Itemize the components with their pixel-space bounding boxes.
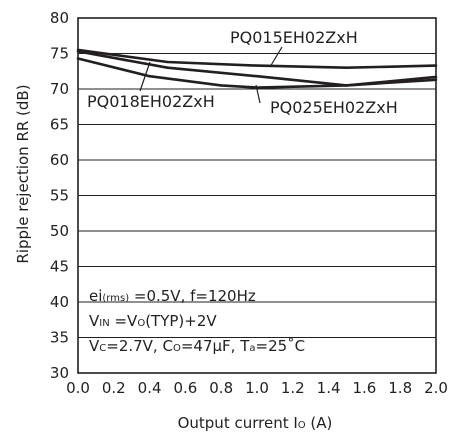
x-tick-label: 0.4 xyxy=(138,379,162,397)
series-line-pq018eh02zxh xyxy=(76,57,438,89)
x-tick-label: 2.0 xyxy=(424,379,448,397)
x-tick-label: 1.6 xyxy=(352,379,376,397)
y-tick-label: 55 xyxy=(50,187,69,205)
x-tick-label: 1.0 xyxy=(245,379,269,397)
x-tick-label: 1.4 xyxy=(317,379,341,397)
series-line-pq015eh02zxh xyxy=(76,48,438,69)
y-tick-label: 40 xyxy=(50,293,69,311)
series-label-pq025: PQ025EH02ZxH xyxy=(255,84,426,117)
x-tick-label: 0.2 xyxy=(102,379,126,397)
y-tick-label: 65 xyxy=(50,116,69,134)
y-tick-label: 50 xyxy=(50,222,69,240)
series-label-pq015: PQ015EH02ZxH xyxy=(228,27,380,68)
x-tick-labels: 0.0 0.2 0.4 0.6 0.8 1.0 1.2 1.4 1.6 1.8 2.0 xyxy=(66,379,448,397)
series-label-pq015-text: PQ015EH02ZxH xyxy=(230,28,358,47)
y-tick-labels: 30 35 40 45 50 55 60 65 70 75 80 xyxy=(50,9,69,382)
x-tick-label: 0.8 xyxy=(209,379,233,397)
x-tick-label: 1.2 xyxy=(281,379,305,397)
leader-line-pq018 xyxy=(139,61,151,92)
plot-frame xyxy=(77,17,437,374)
condition-line-2: VIN =VO(TYP)+2V xyxy=(89,312,217,330)
series-label-pq018: PQ018EH02ZxH xyxy=(85,61,237,111)
series-lines xyxy=(76,48,438,89)
y-tick-label: 80 xyxy=(50,9,69,27)
leader-line-pq025 xyxy=(255,84,261,104)
x-tick-label: 0.0 xyxy=(66,379,90,397)
y-axis-title: Ripple rejection RR (dB) xyxy=(14,84,32,263)
y-tick-label: 70 xyxy=(50,80,69,98)
y-tick-label: 60 xyxy=(50,151,69,169)
x-axis-title: Output current IO (A) xyxy=(178,414,333,432)
x-tick-label: 0.6 xyxy=(173,379,197,397)
y-tick-label: 75 xyxy=(50,45,69,63)
condition-line-3: VC=2.7V, CO=47µF, Ta=25˚C xyxy=(89,337,305,355)
series-label-pq018-text: PQ018EH02ZxH xyxy=(87,92,215,111)
test-conditions: ei(rms) =0.5V, f=120Hz VIN =VO(TYP)+2V VC=… xyxy=(89,287,305,355)
y-tick-label: 45 xyxy=(50,258,69,276)
x-tick-label: 1.8 xyxy=(388,379,412,397)
y-tick-label: 35 xyxy=(50,329,69,347)
condition-line-1: ei(rms) =0.5V, f=120Hz xyxy=(89,287,256,305)
series-label-pq025-text: PQ025EH02ZxH xyxy=(270,98,398,117)
y-tick-label: 30 xyxy=(50,364,69,382)
leader-line-pq015 xyxy=(269,46,283,68)
